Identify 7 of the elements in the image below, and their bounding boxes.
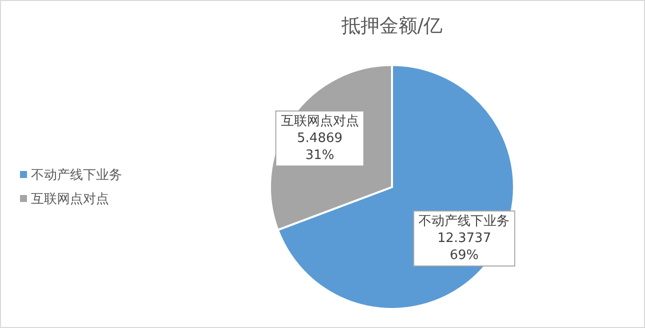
legend-label: 互联网点对点	[31, 192, 109, 207]
slice-label: 互联网点对点	[280, 114, 359, 129]
data-label: 12.3737 69%	[437, 231, 492, 264]
legend-label: 不动产线下业务	[31, 168, 122, 183]
data-label: 5.4869 31%	[297, 130, 343, 163]
chart-title: 抵押金额/亿	[340, 15, 443, 37]
slice-label: 不动产线下业务	[418, 214, 510, 230]
